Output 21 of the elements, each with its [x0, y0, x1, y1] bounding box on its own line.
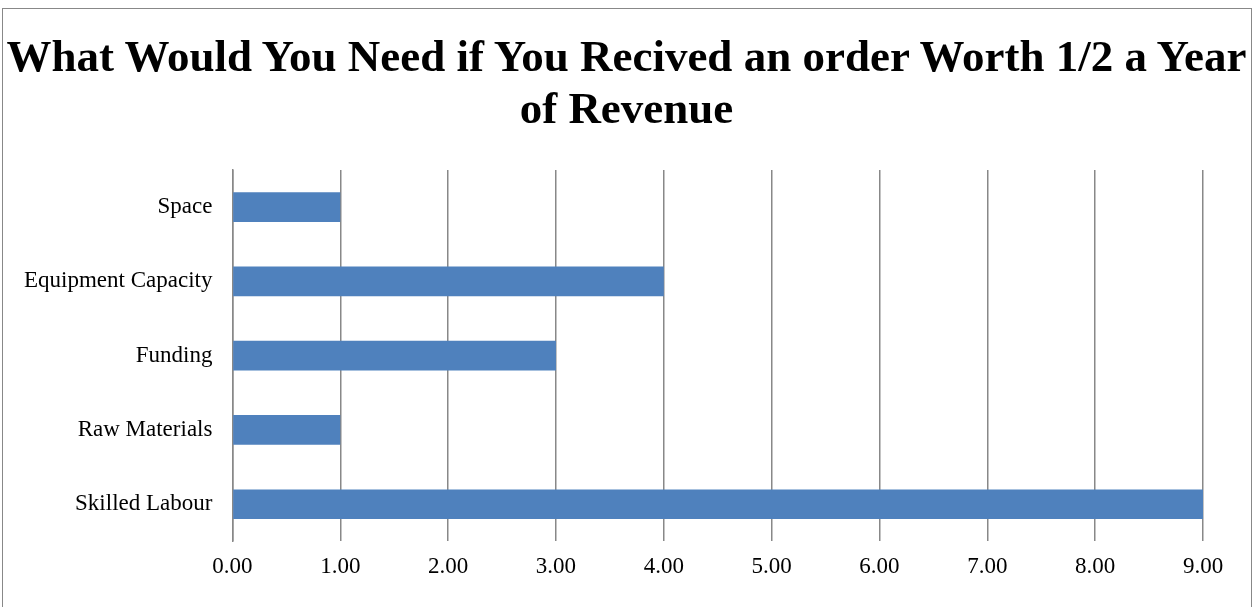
y-tick-label: Raw Materials	[77, 416, 213, 442]
y-tick-label: Funding	[135, 341, 213, 367]
bar	[233, 192, 341, 222]
y-tick-label: Equipment Capacity	[23, 267, 213, 293]
x-tick-label: 6.00	[859, 553, 900, 579]
x-tick-label: 2.00	[427, 553, 469, 579]
chart-title: What Would You Need if You Recived an order Worth 1/2 a Year of Revenue	[5, 30, 1248, 134]
x-tick-label: 8.00	[1075, 553, 1116, 579]
bar	[233, 266, 664, 297]
x-tick-label: 1.00	[320, 553, 361, 579]
x-tick-label: 0.00	[212, 553, 253, 579]
x-tick-label: 4.00	[643, 553, 684, 579]
y-tick-label: Space	[157, 193, 213, 219]
bar	[233, 415, 341, 445]
x-tick-label: 9.00	[1182, 553, 1224, 579]
bar	[233, 340, 556, 371]
y-tick-label: Skilled Labour	[75, 490, 213, 516]
x-tick-label: 7.00	[967, 553, 1008, 579]
x-tick-label: 5.00	[751, 553, 792, 579]
x-tick-label: 3.00	[535, 553, 577, 579]
bar	[233, 489, 1203, 520]
